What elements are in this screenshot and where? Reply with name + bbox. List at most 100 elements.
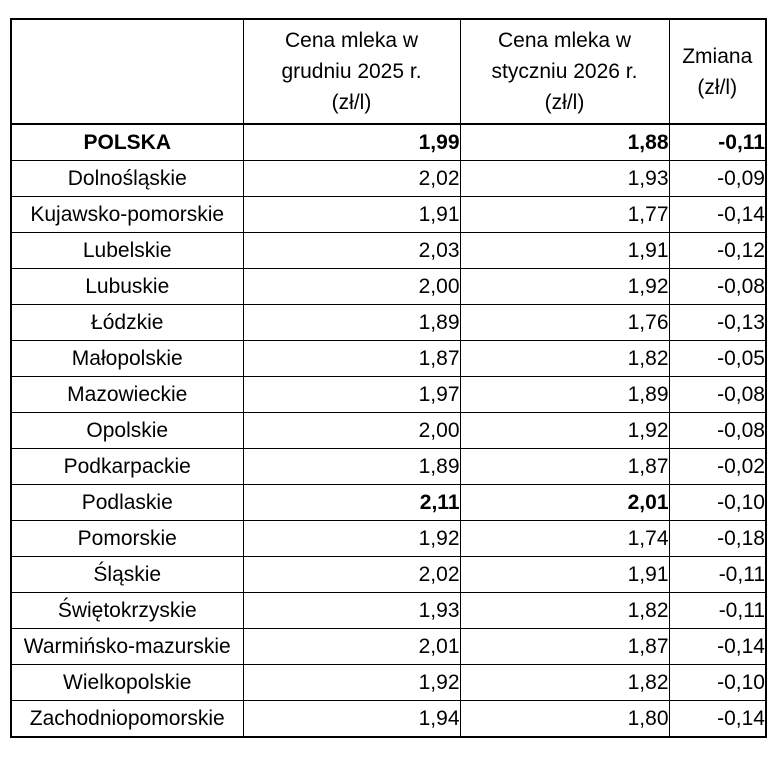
region-cell: Łódzkie bbox=[10, 304, 244, 341]
col-header-dec-2025: Cena mleka w grudniu 2025 r. (zł/l) bbox=[242, 18, 461, 125]
header-line: (zł/l) bbox=[331, 91, 372, 114]
header-row: Cena mleka w grudniu 2025 r. (zł/l) Cena m… bbox=[10, 18, 767, 125]
table-row: Łódzkie 1,89 1,76 -0,13 bbox=[10, 304, 767, 341]
header-line: (zł/l) bbox=[544, 91, 585, 114]
region-cell: Świętokrzyskie bbox=[10, 592, 244, 629]
table-row: Warmińsko-mazurskie 2,01 1,87 -0,14 bbox=[10, 628, 767, 665]
price-dec-2025-cell: 1,89 bbox=[242, 304, 461, 341]
table-row: Lubelskie 2,03 1,91 -0,12 bbox=[10, 232, 767, 269]
price-dec-2025-cell: 1,97 bbox=[242, 376, 461, 413]
change-cell: -0,11 bbox=[668, 556, 767, 593]
change-cell: -0,09 bbox=[668, 160, 767, 197]
region-cell: Podkarpackie bbox=[10, 448, 244, 485]
price-dec-2025-cell: 2,02 bbox=[242, 556, 461, 593]
region-cell: Śląskie bbox=[10, 556, 244, 593]
price-jan-2026-cell: 1,82 bbox=[459, 664, 670, 701]
header-line: styczniu 2026 r. bbox=[491, 60, 638, 83]
region-cell: Pomorskie bbox=[10, 520, 244, 557]
region-cell: Warmińsko-mazurskie bbox=[10, 628, 244, 665]
table-row: Śląskie 2,02 1,91 -0,11 bbox=[10, 556, 767, 593]
price-jan-2026-cell: 1,76 bbox=[459, 304, 670, 341]
price-dec-2025-cell: 2,11 bbox=[242, 484, 461, 521]
change-cell: -0,13 bbox=[668, 304, 767, 341]
change-cell: -0,08 bbox=[668, 376, 767, 413]
change-cell: -0,11 bbox=[668, 123, 767, 161]
price-jan-2026-cell: 1,92 bbox=[459, 268, 670, 305]
price-dec-2025-cell: 1,91 bbox=[242, 196, 461, 233]
price-jan-2026-cell: 1,89 bbox=[459, 376, 670, 413]
change-cell: -0,18 bbox=[668, 520, 767, 557]
change-cell: -0,08 bbox=[668, 412, 767, 449]
price-jan-2026-cell: 1,77 bbox=[459, 196, 670, 233]
region-cell: Wielkopolskie bbox=[10, 664, 244, 701]
col-header-change: Zmiana (zł/l) bbox=[668, 18, 767, 125]
price-dec-2025-cell: 1,99 bbox=[242, 123, 461, 161]
price-jan-2026-cell: 1,82 bbox=[459, 592, 670, 629]
table-row: Lubuskie 2,00 1,92 -0,08 bbox=[10, 268, 767, 305]
change-cell: -0,14 bbox=[668, 196, 767, 233]
price-jan-2026-cell: 1,87 bbox=[459, 448, 670, 485]
region-cell: Kujawsko-pomorskie bbox=[10, 196, 244, 233]
price-dec-2025-cell: 1,92 bbox=[242, 664, 461, 701]
price-dec-2025-cell: 2,03 bbox=[242, 232, 461, 269]
region-cell: Mazowieckie bbox=[10, 376, 244, 413]
price-jan-2026-cell: 1,92 bbox=[459, 412, 670, 449]
price-jan-2026-cell: 1,91 bbox=[459, 232, 670, 269]
change-cell: -0,11 bbox=[668, 592, 767, 629]
region-cell: POLSKA bbox=[10, 123, 244, 161]
header-line: Zmiana bbox=[682, 44, 753, 68]
change-cell: -0,12 bbox=[668, 232, 767, 269]
region-cell: Podlaskie bbox=[10, 484, 244, 521]
price-dec-2025-cell: 2,02 bbox=[242, 160, 461, 197]
corner-cell bbox=[10, 18, 244, 125]
change-cell: -0,14 bbox=[668, 700, 767, 738]
change-cell: -0,08 bbox=[668, 268, 767, 305]
table-row: Podkarpackie 1,89 1,87 -0,02 bbox=[10, 448, 767, 485]
table-row: Świętokrzyskie 1,93 1,82 -0,11 bbox=[10, 592, 767, 629]
header-line: Cena mleka w bbox=[497, 29, 632, 52]
table-row: POLSKA 1,99 1,88 -0,11 bbox=[10, 123, 767, 161]
region-cell: Lubuskie bbox=[10, 268, 244, 305]
change-cell: -0,10 bbox=[668, 664, 767, 701]
change-cell: -0,14 bbox=[668, 628, 767, 665]
table-body: POLSKA 1,99 1,88 -0,11 Dolnośląskie 2,02 1,93-… bbox=[10, 123, 767, 738]
price-dec-2025-cell: 1,89 bbox=[242, 448, 461, 485]
table-row: Wielkopolskie 1,92 1,82 -0,10 bbox=[10, 664, 767, 701]
price-dec-2025-cell: 2,00 bbox=[242, 412, 461, 449]
table-row: Mazowieckie 1,97 1,89 -0,08 bbox=[10, 376, 767, 413]
header-line: Cena mleka w bbox=[284, 29, 419, 52]
region-cell: Opolskie bbox=[10, 412, 244, 449]
price-dec-2025-cell: 1,94 bbox=[242, 700, 461, 738]
price-jan-2026-cell: 1,88 bbox=[459, 123, 670, 161]
change-cell: -0,10 bbox=[668, 484, 767, 521]
price-jan-2026-cell: 1,74 bbox=[459, 520, 670, 557]
header-line: (zł/l) bbox=[697, 75, 738, 99]
region-cell: Dolnośląskie bbox=[10, 160, 244, 197]
milk-price-table: Cena mleka w grudniu 2025 r. (zł/l) Cena m… bbox=[10, 18, 767, 738]
table-row: Zachodniopomorskie 1,94 1,80 -0,14 bbox=[10, 700, 767, 738]
price-jan-2026-cell: 1,87 bbox=[459, 628, 670, 665]
col-header-jan-2026: Cena mleka w styczniu 2026 r. (zł/l) bbox=[459, 18, 670, 125]
region-cell: Małopolskie bbox=[10, 340, 244, 377]
header-line: grudniu 2025 r. bbox=[281, 60, 422, 83]
price-jan-2026-cell: 1,91 bbox=[459, 556, 670, 593]
table-row: Kujawsko-pomorskie 1,91 1,77 -0,14 bbox=[10, 196, 767, 233]
price-dec-2025-cell: 1,87 bbox=[242, 340, 461, 377]
price-jan-2026-cell: 1,93 bbox=[459, 160, 670, 197]
change-cell: -0,05 bbox=[668, 340, 767, 377]
table-row: Pomorskie 1,92 1,74 -0,18 bbox=[10, 520, 767, 557]
price-dec-2025-cell: 2,01 bbox=[242, 628, 461, 665]
price-dec-2025-cell: 1,93 bbox=[242, 592, 461, 629]
region-cell: Lubelskie bbox=[10, 232, 244, 269]
table-row: Małopolskie 1,87 1,82 -0,05 bbox=[10, 340, 767, 377]
price-jan-2026-cell: 1,82 bbox=[459, 340, 670, 377]
table-row: Dolnośląskie 2,02 1,93 -0,09 bbox=[10, 160, 767, 197]
price-dec-2025-cell: 2,00 bbox=[242, 268, 461, 305]
table-row: Podlaskie 2,11 2,01 -0,10 bbox=[10, 484, 767, 521]
price-jan-2026-cell: 1,80 bbox=[459, 700, 670, 738]
region-cell: Zachodniopomorskie bbox=[10, 700, 244, 738]
table-row: Opolskie 2,00 1,92 -0,08 bbox=[10, 412, 767, 449]
price-jan-2026-cell: 2,01 bbox=[459, 484, 670, 521]
change-cell: -0,02 bbox=[668, 448, 767, 485]
